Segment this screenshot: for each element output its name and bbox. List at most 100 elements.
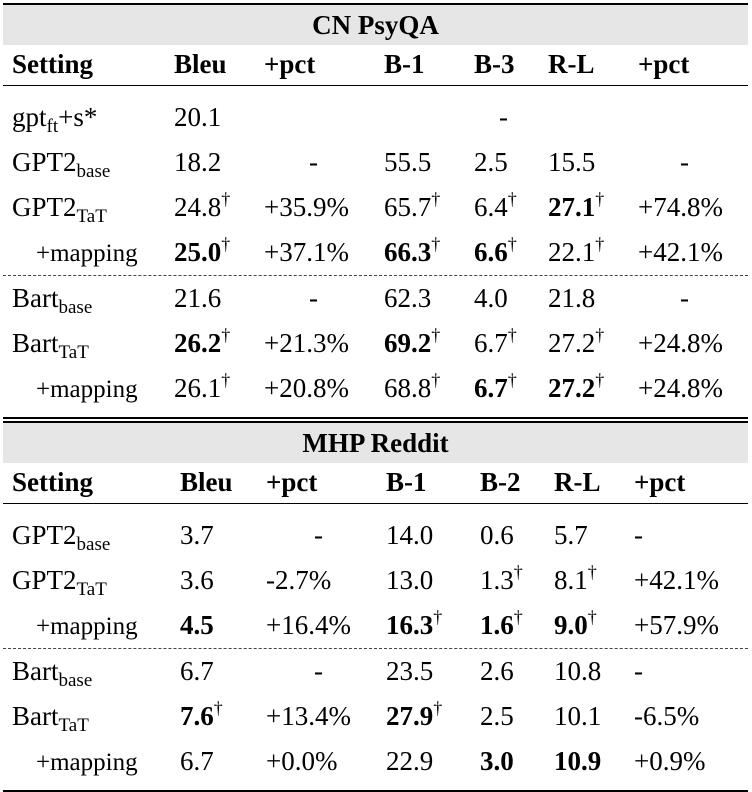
cell-value: 20.1 <box>174 102 222 132</box>
cell-value: 62.3 <box>384 283 432 313</box>
header-b2: B-2 <box>480 467 521 497</box>
value-cell: - <box>634 513 643 558</box>
setting-subscript: TaT <box>76 579 107 600</box>
value-cell: 6.7† <box>474 321 517 366</box>
cell-value: 27.1 <box>548 192 596 222</box>
cell-value: 66.3 <box>384 237 432 267</box>
value-cell: - <box>680 140 689 185</box>
value-cell: 10.1 <box>554 694 601 739</box>
dagger-mark: † <box>433 607 443 627</box>
value-cell: +74.8% <box>638 185 723 230</box>
cell-value: +42.1% <box>634 565 719 595</box>
setting-cell: GPT2TaT <box>12 558 107 603</box>
dagger-mark: † <box>431 189 441 209</box>
dagger-mark: † <box>595 325 605 345</box>
header-pct: +pct <box>264 49 316 79</box>
cell-value: 3.0 <box>480 746 514 776</box>
dagger-mark: † <box>513 607 523 627</box>
cell-value: 4.5 <box>180 610 214 640</box>
table-title: MHP Reddit <box>3 423 748 463</box>
value-cell: 13.0 <box>386 558 433 603</box>
value-cell: 62.3 <box>384 276 431 321</box>
value-cell: -2.7% <box>266 558 331 603</box>
dagger-mark: † <box>587 607 597 627</box>
header-setting: Setting <box>12 49 93 79</box>
setting-main: GPT2 <box>12 520 77 550</box>
dagger-mark: † <box>221 189 231 209</box>
table-body: GPT2base 3.7-14.0 0.6 5.7- GPT2TaT 3.6 -2.7% 13… <box>3 513 748 784</box>
cell-value: - <box>314 656 323 686</box>
cell-value: 10.8 <box>554 656 602 686</box>
value-cell: +13.4% <box>266 694 351 739</box>
setting-main: Bart <box>12 283 59 313</box>
cell-value: +57.9% <box>634 610 719 640</box>
value-cell: +42.1% <box>638 230 723 275</box>
table-row: +mapping 6.7 +0.0% 22.9 3.0 10.9 +0.9% <box>3 739 748 784</box>
cell-value: - <box>309 147 318 177</box>
value-cell: 68.8† <box>384 366 440 411</box>
table-row: +mapping 4.5 +16.4% 16.3† 1.6† 9.0† +57.9% <box>3 603 748 648</box>
value-cell: 8.1† <box>554 558 597 603</box>
value-cell: 10.8 <box>554 649 601 694</box>
setting-cell: Bartbase <box>12 276 92 321</box>
value-cell: - <box>634 649 643 694</box>
setting-cell: Bartbase <box>12 649 92 694</box>
value-cell: 66.3† <box>384 230 440 275</box>
setting-cell: GPT2base <box>12 513 110 558</box>
value-cell: 1.3† <box>480 558 523 603</box>
value-cell: 27.9† <box>386 694 442 739</box>
cell-value: 2.6 <box>480 656 514 686</box>
header-pct: +pct <box>266 467 318 497</box>
setting-main: GPT2 <box>12 147 77 177</box>
cell-value: 13.0 <box>386 565 434 595</box>
table-title: CN PsyQA <box>3 5 748 45</box>
setting-cell: BartTaT <box>12 321 89 366</box>
dagger-mark: † <box>221 370 231 390</box>
dagger-mark: † <box>507 189 517 209</box>
setting-cell: +mapping <box>36 603 138 649</box>
value-cell: +21.3% <box>264 321 349 366</box>
cell-value: 6.6 <box>474 237 508 267</box>
value-cell: 21.8 <box>548 276 595 321</box>
cell-value: 6.7 <box>180 746 214 776</box>
setting-label: +mapping <box>36 376 138 403</box>
setting-subscript: ft <box>46 116 59 137</box>
setting-subscript: TaT <box>58 715 89 736</box>
table-row: BartTaT 7.6† +13.4% 27.9† 2.5 10.1 -6.5% <box>3 694 748 739</box>
setting-subscript: base <box>76 161 111 182</box>
dagger-mark: † <box>595 370 605 390</box>
cell-value: - <box>680 283 689 313</box>
cn-psyqa-table: CN PsyQA Setting Bleu +pct B-1 B-3 R-L +… <box>3 3 748 419</box>
cell-value: 55.5 <box>384 147 432 177</box>
value-cell: +35.9% <box>264 185 349 230</box>
header-bleu: Bleu <box>174 49 227 79</box>
dagger-mark: † <box>587 562 597 582</box>
value-cell: 2.6 <box>480 649 514 694</box>
header-row: Setting Bleu +pct B-1 B-2 R-L +pct <box>3 463 748 503</box>
setting-cell: +mapping <box>36 739 138 785</box>
cell-value: 24.8 <box>174 192 222 222</box>
value-cell: 69.2† <box>384 321 440 366</box>
cell-value: 21.8 <box>548 283 596 313</box>
value-cell: - <box>314 513 323 558</box>
cell-value: -6.5% <box>634 701 700 731</box>
dagger-mark: † <box>433 698 443 718</box>
cell-value: 3.6 <box>180 565 214 595</box>
group-divider <box>3 648 748 649</box>
setting-label: +mapping <box>36 240 138 267</box>
value-cell: 6.4† <box>474 185 517 230</box>
table-row: GPT2base 3.7 - 14.0 0.6 5.7 - <box>3 513 748 558</box>
value-cell: 4.0 <box>474 276 508 321</box>
value-cell: 18.2 <box>174 140 221 185</box>
dagger-mark: † <box>507 234 517 254</box>
value-cell: 6.6† <box>474 230 517 275</box>
dagger-mark: † <box>213 698 223 718</box>
cell-value: 68.8 <box>384 373 432 403</box>
header-rl: R-L <box>548 49 595 79</box>
dagger-mark: † <box>507 325 517 345</box>
setting-subscript: base <box>76 534 111 555</box>
cell-value: +74.8% <box>638 192 723 222</box>
value-cell: 9.0† <box>554 603 597 648</box>
value-cell: 6.7† <box>474 366 517 411</box>
value-cell: +24.8% <box>638 366 723 411</box>
